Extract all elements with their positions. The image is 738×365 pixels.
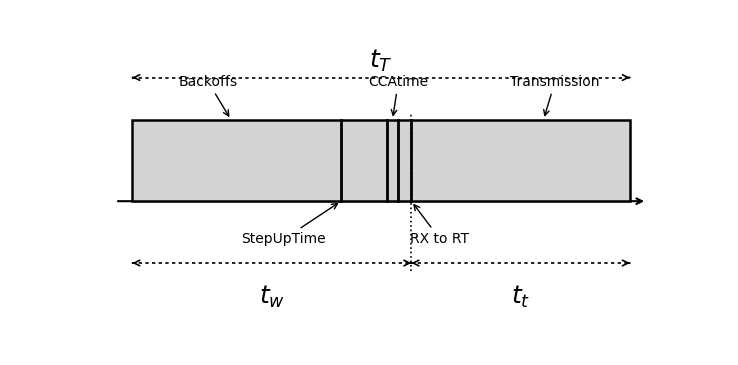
Text: Backoffs: Backoffs [179,75,238,116]
Text: $t_T$: $t_T$ [369,47,393,74]
Text: CCAtime: CCAtime [368,75,428,115]
Bar [132,120,630,201]
Text: Transmission: Transmission [510,75,600,116]
Text: StepUpTime: StepUpTime [241,204,337,246]
Text: $t_t$: $t_t$ [511,284,530,310]
Text: $t_w$: $t_w$ [259,284,285,310]
Text: RX to RT: RX to RT [410,205,469,246]
